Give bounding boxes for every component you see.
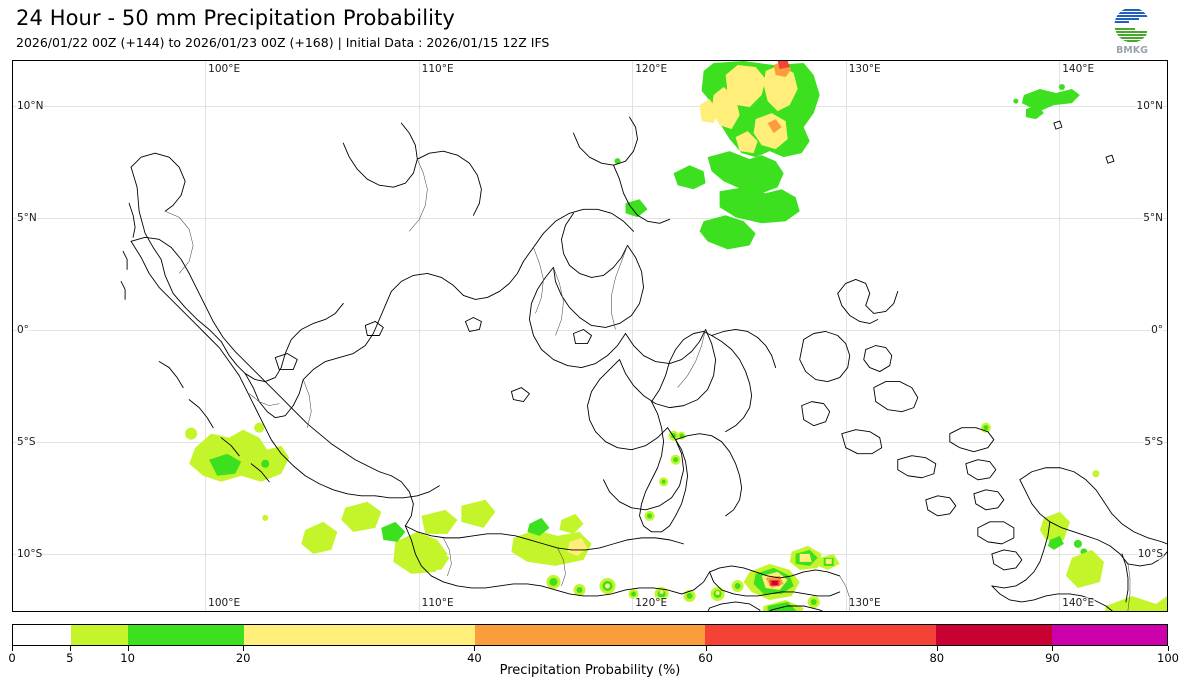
gridline-lat [13,553,1167,555]
colorbar-tick-label: 5 [66,651,74,665]
colorbar-band [13,625,71,645]
colorbar-tick-label: 0 [8,651,16,665]
colorbar-label: Precipitation Probability (%) [499,663,681,678]
lon-label-bottom: 140°E [1061,597,1096,609]
gridline-lat [13,105,1167,107]
precipitation-map[interactable]: 100°E 100°E 110°E 110°E 120°E 120°E 130°E 130°E… [12,60,1168,612]
colorbar-tick-label: 80 [929,651,945,665]
lon-label-top: 140°E [1061,63,1096,75]
colorbar-tick-label: 60 [698,651,713,665]
lat-label-left: 10°S [16,547,44,560]
colorbar-band [128,625,244,645]
colorbar-band [936,625,1052,645]
lat-label-left: 10°N [16,99,45,112]
lon-label-top: 120°E [634,63,669,75]
page-subtitle: 2026/01/22 00Z (+144) to 2026/01/23 00Z … [16,35,550,50]
colorbar-band [243,625,475,645]
map-canvas [120,61,1167,611]
lon-label-bottom: 120°E [634,597,669,609]
lon-label-top: 110°E [420,63,455,75]
colorbar-band [474,625,706,645]
colorbar[interactable] [12,624,1168,646]
gridline-lat [13,441,1167,443]
lon-label-top: 130°E [847,63,882,75]
colorbar-tick-label: 90 [1045,651,1060,665]
colorbar-tick-label: 40 [467,651,482,665]
gridline-lon [632,61,634,611]
colorbar-tick [705,646,707,651]
lat-label-right: 5°N [1142,211,1164,224]
gridline-lon [845,61,847,611]
colorbar-band [705,625,937,645]
lon-label-bottom: 100°E [207,597,242,609]
lat-label-left: 5°S [16,435,37,448]
gridline-lon [1059,61,1061,611]
lat-label-right: 10°S [1136,547,1164,560]
colorbar-container: 0 5 10 20 40 60 80 90 100 [8,624,1179,665]
country-borders [165,159,1131,611]
lat-label-right: 5°S [1143,435,1164,448]
gridline-lon [418,61,420,611]
gridline-lon [205,61,207,611]
colorbar-tick [127,646,129,651]
colorbar-tick [243,646,245,651]
lat-label-right: 0° [1150,323,1164,336]
colorbar-tick [936,646,938,651]
lat-label-left: 5°N [16,211,38,224]
page-title: 24 Hour - 50 mm Precipitation Probabilit… [16,6,455,30]
colorbar-tick [69,646,71,651]
lat-label-left: 0° [16,323,30,336]
gridline-lat [13,217,1167,219]
colorbar-tick [474,646,476,651]
coastlines [120,116,1167,611]
colorbar-band [70,625,129,645]
colorbar-tick [12,646,13,651]
colorbar-tick-label: 100 [1157,651,1179,665]
colorbar-tick-label: 20 [235,651,251,665]
colorbar-tick [1168,646,1169,651]
gridline-lat [13,329,1167,331]
lat-label-right: 10°N [1135,99,1164,112]
colorbar-tick-label: 10 [120,651,135,665]
bmkg-logo-text: BMKG [1116,45,1148,56]
lon-label-top: 100°E [207,63,242,75]
header: 24 Hour - 50 mm Precipitation Probabilit… [0,0,1180,58]
colorbar-band [1051,625,1167,645]
lon-label-bottom: 130°E [847,597,882,609]
colorbar-tick [1052,646,1054,651]
bmkg-logo: BMKG [1104,4,1160,56]
lon-label-bottom: 110°E [420,597,455,609]
precipitation-field [185,61,1167,611]
